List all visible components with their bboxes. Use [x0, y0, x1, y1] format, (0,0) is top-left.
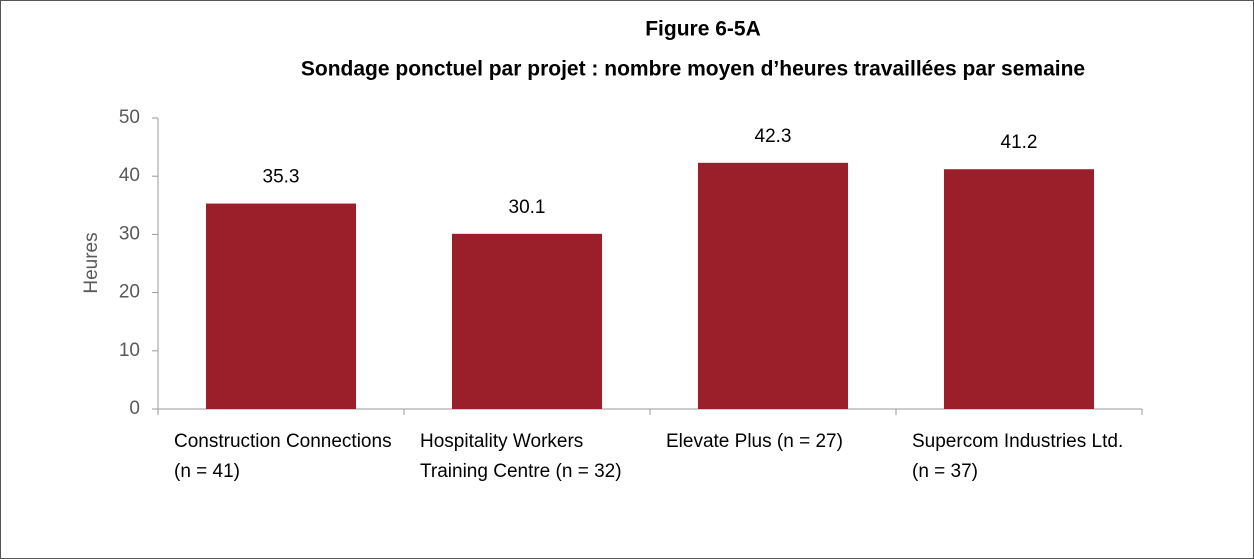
- y-tick-label: 40: [119, 165, 140, 186]
- y-tick-label: 10: [119, 340, 140, 361]
- bar: [205, 203, 357, 409]
- y-axis-label: Heures: [81, 232, 102, 293]
- y-tick-label: 50: [119, 107, 140, 128]
- y-tick-label: 30: [119, 223, 140, 244]
- x-tick-label: Elevate Plus (n = 27): [666, 431, 843, 452]
- y-tick-label: 0: [129, 398, 140, 419]
- x-tick-label: Hospitality Workers Training Centre (n = …: [420, 431, 622, 482]
- bar: [451, 233, 603, 409]
- data-label: 35.3: [263, 167, 300, 188]
- x-tick-label: Construction Connections (n = 41): [174, 431, 392, 482]
- x-tick-label: Supercom Industries Ltd. (n = 37): [912, 431, 1123, 482]
- y-tick-label: 20: [119, 282, 140, 303]
- data-label: 30.1: [509, 197, 546, 218]
- data-label: 42.3: [755, 126, 792, 147]
- bar: [943, 169, 1095, 409]
- data-label: 41.2: [1001, 132, 1038, 153]
- chart-subtitle: Sondage ponctuel par projet : nombre moy…: [301, 58, 1085, 81]
- bar: [697, 162, 849, 409]
- chart-title: Figure 6-5A: [645, 18, 761, 41]
